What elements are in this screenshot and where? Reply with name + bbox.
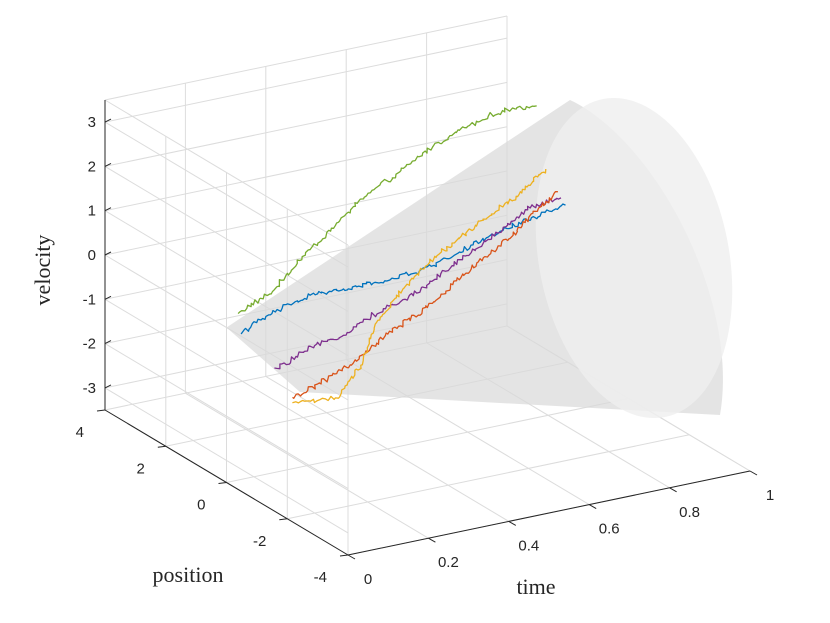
z-tick-label: -1 (83, 291, 96, 308)
series-line (292, 168, 547, 404)
z-tick-mark (104, 295, 112, 300)
side-wall-gridline (104, 121, 349, 268)
x-tick-mark (588, 504, 597, 510)
x-tick-mark (508, 520, 517, 526)
x-tick-mark (428, 537, 436, 543)
box-edge (104, 99, 349, 246)
z-tick-mark (104, 340, 112, 345)
x-tick-label: 0.2 (438, 554, 459, 571)
y-tick-mark (96, 409, 106, 412)
back-wall-gridline (104, 81, 508, 167)
z-tick-mark (104, 384, 112, 389)
y-tick-mark (279, 518, 288, 521)
z-tick-label: -2 (83, 336, 96, 353)
axes (96, 100, 758, 560)
cone-surface (226, 97, 733, 419)
tick-labels: 0 0.2 0.4 0.6 0.8 1 -4 -2 0 2 4 -3 -2 -1 0 1 2 3 (76, 114, 775, 588)
x-tick-label: 1 (766, 487, 774, 504)
z-tick-label: -3 (83, 380, 96, 397)
cone-cap (535, 97, 733, 419)
x-tick-label: 0.8 (679, 504, 700, 521)
series-line (240, 203, 566, 335)
floor-gridline (287, 434, 690, 520)
z-tick-label: 2 (88, 158, 96, 175)
x-tick-label: 0.4 (518, 537, 539, 554)
z-axis-label: velocity (30, 235, 55, 306)
y-tick-label: -4 (314, 569, 327, 586)
back-wall-gridline (104, 126, 508, 212)
y-tick-label: 2 (136, 460, 144, 477)
x-axis-line (347, 470, 751, 556)
series-lines (237, 105, 566, 404)
side-wall-gridline (104, 298, 349, 445)
x-tick-mark (347, 554, 356, 560)
back-wall-gridline (104, 170, 508, 256)
z-tick-mark (104, 251, 112, 256)
floor-gridline (226, 398, 629, 483)
z-tick-mark (104, 207, 112, 212)
z-tick-label: 1 (88, 203, 96, 220)
z-tick-label: 0 (88, 247, 96, 264)
side-wall-gridline (104, 387, 349, 534)
y-tick-mark (218, 482, 227, 484)
x-axis-label: time (516, 574, 555, 599)
series-line (292, 191, 558, 399)
z-tick-label: 3 (88, 114, 96, 131)
x-tick-label: 0.6 (599, 521, 620, 538)
side-wall-gridline (104, 343, 349, 490)
z-tick-mark (104, 118, 112, 123)
y-tick-mark (339, 554, 349, 557)
y-tick-label: -2 (253, 533, 266, 550)
y-tick-mark (157, 445, 166, 448)
y-tick-label: 4 (76, 424, 84, 441)
series-line (237, 105, 537, 315)
box-edge (104, 15, 508, 101)
y-axis-label: position (153, 562, 224, 587)
x-tick-mark (749, 470, 758, 476)
x-tick-label: 0 (364, 571, 372, 588)
y-tick-label: 0 (197, 497, 205, 514)
back-wall-gridline (104, 37, 508, 123)
x-tick-mark (669, 487, 677, 493)
series-line (274, 197, 562, 370)
z-tick-mark (104, 162, 112, 167)
